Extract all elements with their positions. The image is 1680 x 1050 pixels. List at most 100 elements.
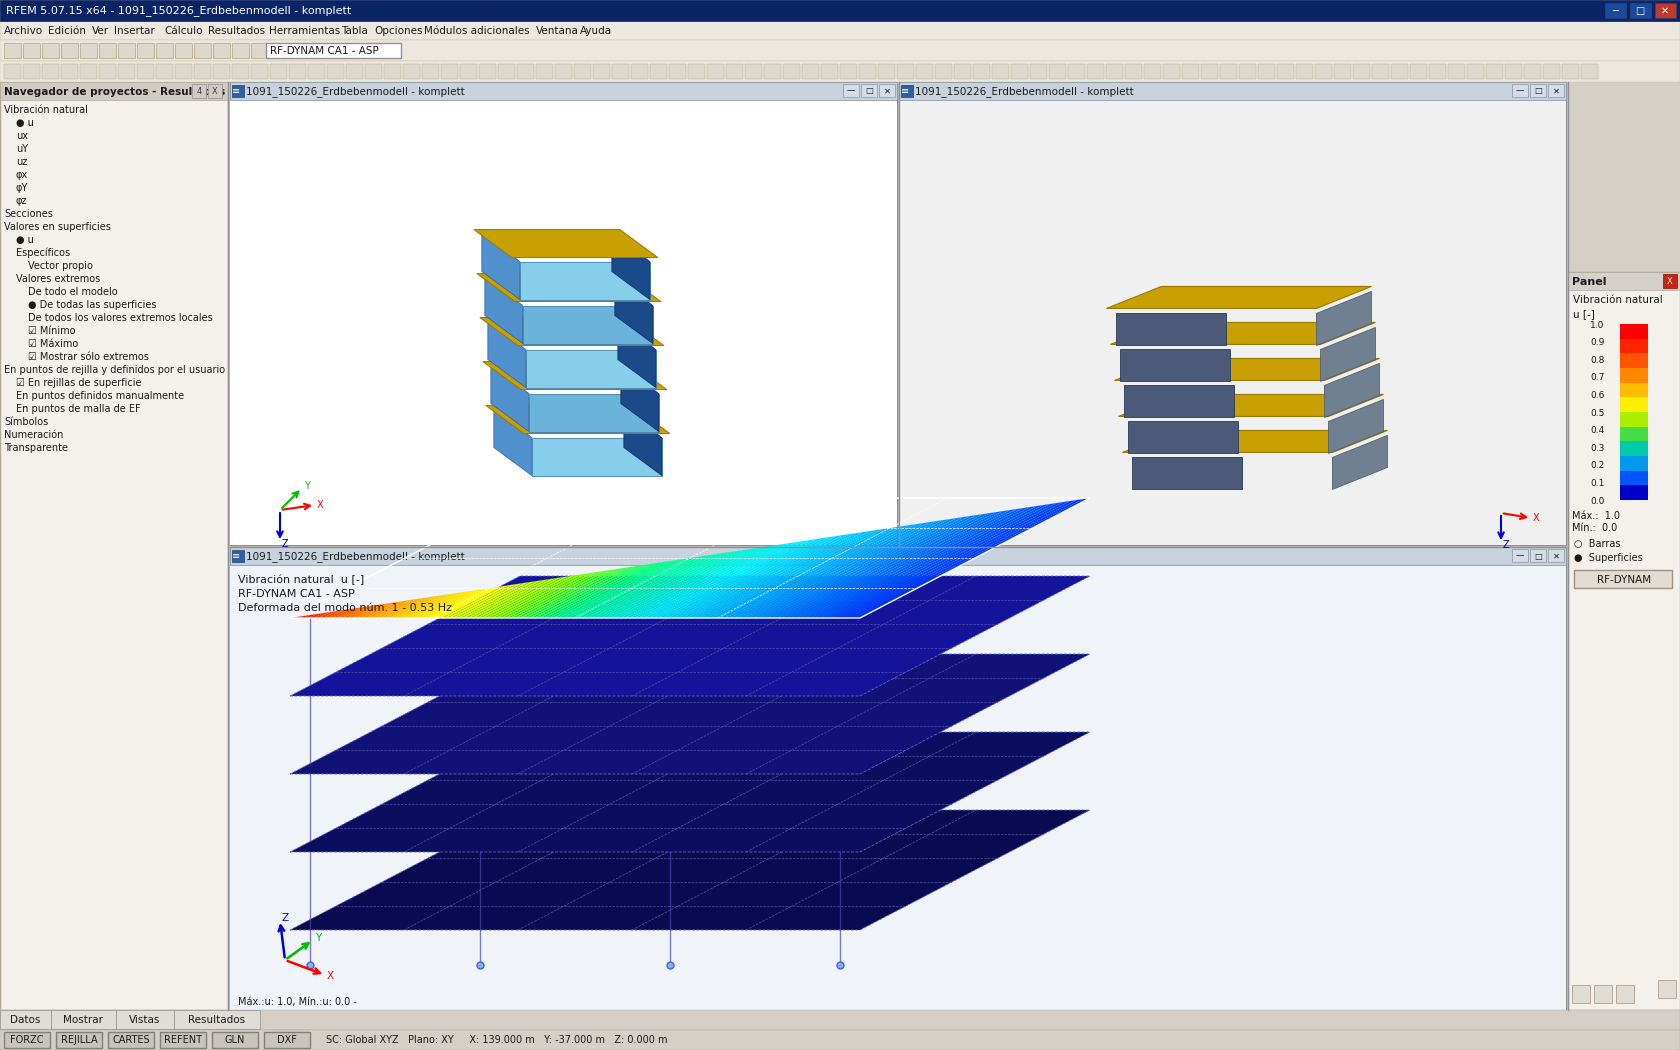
Bar	[81, 64, 97, 79]
Text: —: —	[847, 86, 855, 96]
Text: 4: 4	[197, 86, 202, 96]
Bar	[1277, 64, 1294, 79]
Text: ✕: ✕	[1552, 86, 1559, 96]
Bar	[1512, 549, 1529, 562]
Bar	[1658, 980, 1677, 998]
Text: ☑ Máximo: ☑ Máximo	[29, 339, 79, 349]
Bar	[0, 61, 1680, 82]
Polygon shape	[380, 598, 423, 618]
Text: Cálculo: Cálculo	[165, 26, 203, 36]
Bar	[1430, 64, 1446, 79]
Bar	[744, 64, 763, 79]
Polygon shape	[356, 603, 390, 618]
Polygon shape	[376, 598, 417, 618]
Bar	[55, 1032, 102, 1048]
Polygon shape	[793, 511, 1003, 618]
Polygon shape	[328, 609, 349, 618]
Text: De todo el modelo: De todo el modelo	[29, 287, 118, 297]
Bar	[118, 64, 134, 79]
Bar	[1410, 64, 1426, 79]
Text: En puntos de malla de EF: En puntos de malla de EF	[17, 404, 141, 414]
Bar	[1663, 274, 1677, 288]
Polygon shape	[699, 531, 870, 618]
Polygon shape	[761, 518, 956, 618]
Polygon shape	[323, 610, 343, 618]
Bar	[42, 64, 59, 79]
Text: Y: Y	[316, 933, 321, 943]
Bar	[632, 64, 648, 79]
Bar	[801, 64, 820, 79]
Text: ○  Barras: ○ Barras	[1574, 539, 1621, 549]
Polygon shape	[632, 545, 776, 618]
Bar	[230, 547, 1566, 565]
Polygon shape	[1107, 287, 1371, 309]
Bar	[156, 43, 173, 58]
Bar	[1524, 64, 1541, 79]
Bar	[1574, 570, 1672, 588]
Text: DXF: DXF	[277, 1035, 297, 1045]
Bar	[1620, 456, 1648, 471]
Bar	[250, 64, 269, 79]
Text: ☑ Mostrar sólo extremos: ☑ Mostrar sólo extremos	[29, 352, 150, 362]
Bar	[118, 43, 134, 58]
Polygon shape	[519, 261, 650, 299]
Bar	[1655, 3, 1677, 18]
Text: GLN: GLN	[225, 1035, 245, 1045]
Text: Vector propio: Vector propio	[29, 261, 92, 271]
Polygon shape	[717, 527, 897, 618]
Text: uY: uY	[17, 144, 29, 154]
Text: Navegador de proyectos - Resultados: Navegador de proyectos - Resultados	[3, 87, 225, 97]
Polygon shape	[533, 438, 662, 476]
Bar	[1163, 64, 1179, 79]
Polygon shape	[746, 521, 937, 618]
Polygon shape	[371, 600, 410, 618]
Bar	[42, 43, 59, 58]
Text: CARTES: CARTES	[113, 1035, 150, 1045]
Text: 0.7: 0.7	[1589, 374, 1604, 382]
Bar	[232, 64, 249, 79]
Text: De todos los valores extremos locales: De todos los valores extremos locales	[29, 313, 213, 323]
Polygon shape	[437, 586, 504, 618]
Text: REJILLA: REJILLA	[60, 1035, 97, 1045]
Text: φY: φY	[17, 183, 29, 193]
Polygon shape	[845, 500, 1077, 618]
Bar	[213, 43, 230, 58]
Text: 0.8: 0.8	[1589, 356, 1604, 364]
Bar	[1087, 64, 1104, 79]
Text: Específicos: Específicos	[17, 248, 71, 258]
Polygon shape	[855, 498, 1090, 618]
Polygon shape	[351, 604, 383, 618]
Bar	[1567, 272, 1680, 290]
Polygon shape	[598, 552, 731, 618]
Polygon shape	[647, 542, 796, 618]
Polygon shape	[442, 585, 511, 618]
Polygon shape	[343, 606, 370, 618]
Polygon shape	[570, 558, 690, 618]
Bar	[1620, 324, 1648, 339]
Text: ●  Superficies: ● Superficies	[1574, 553, 1643, 563]
Polygon shape	[390, 596, 437, 618]
Polygon shape	[487, 321, 526, 387]
Text: 1091_150226_Erdbebenmodell - komplett: 1091_150226_Erdbebenmodell - komplett	[245, 86, 465, 98]
Text: □: □	[865, 86, 874, 96]
Bar	[1530, 549, 1546, 562]
Polygon shape	[1132, 458, 1243, 489]
Bar	[612, 64, 628, 79]
Polygon shape	[1317, 292, 1371, 345]
Bar	[1487, 64, 1504, 79]
Bar	[1620, 368, 1648, 383]
Polygon shape	[522, 306, 654, 343]
Polygon shape	[769, 516, 969, 618]
Bar	[1144, 64, 1161, 79]
Polygon shape	[395, 595, 444, 618]
Bar	[1048, 64, 1067, 79]
Polygon shape	[675, 536, 837, 618]
Bar	[3, 64, 20, 79]
Bar	[1604, 3, 1626, 18]
Bar	[212, 1032, 259, 1048]
Text: ✕: ✕	[1662, 6, 1668, 16]
Polygon shape	[477, 274, 660, 301]
Text: Vistas: Vistas	[129, 1015, 161, 1025]
Polygon shape	[741, 522, 931, 618]
Polygon shape	[780, 514, 983, 618]
